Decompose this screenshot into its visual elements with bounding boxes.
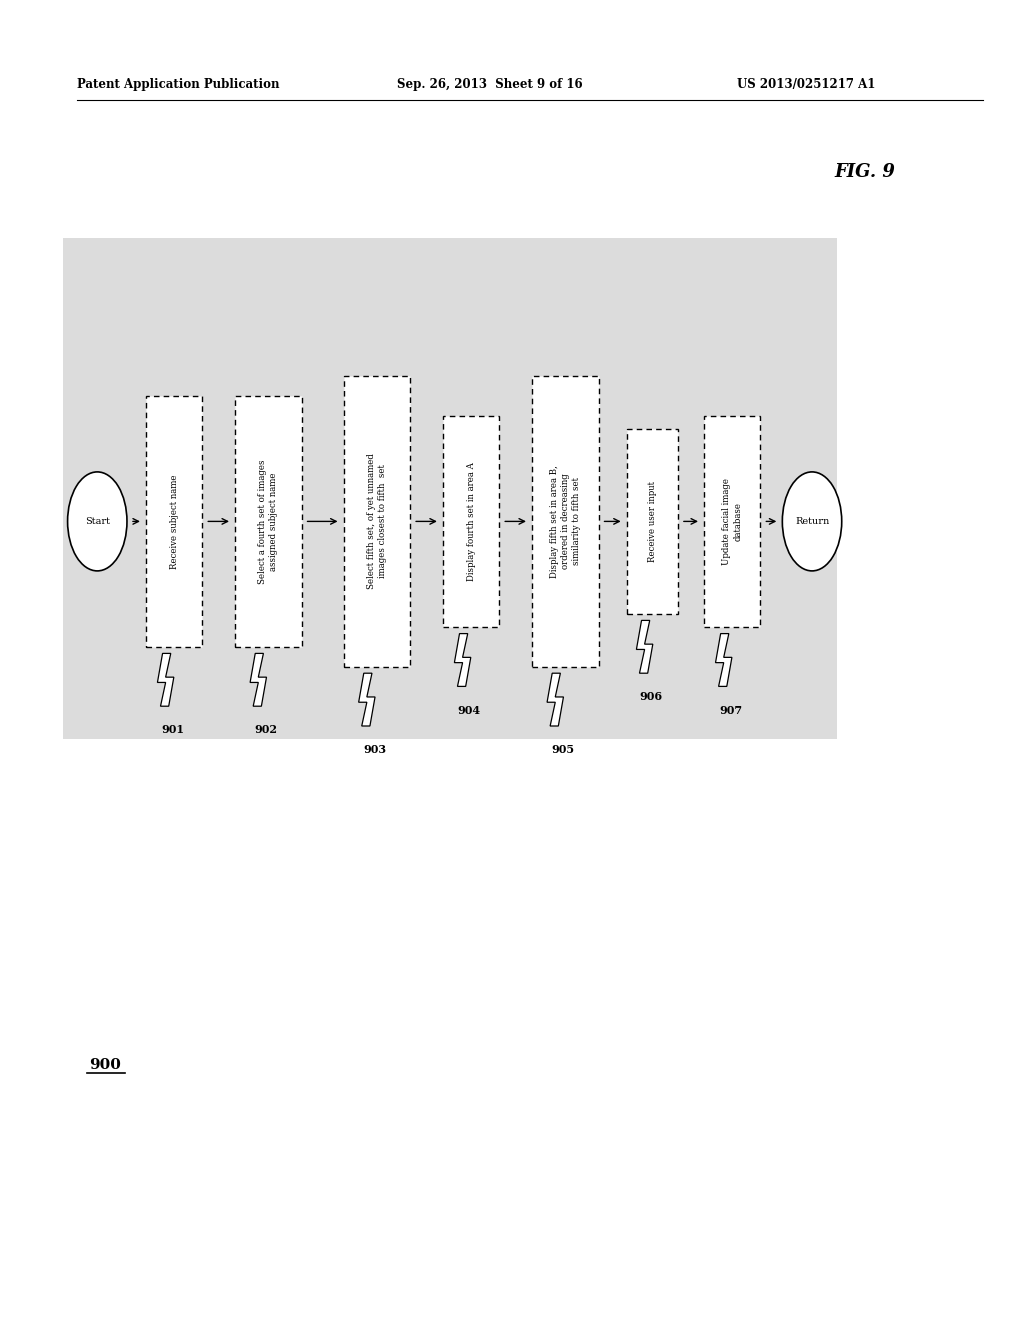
Text: Receive user input: Receive user input [648, 480, 656, 562]
Text: 905: 905 [552, 744, 574, 755]
FancyBboxPatch shape [63, 238, 837, 739]
Polygon shape [547, 673, 563, 726]
FancyBboxPatch shape [627, 429, 678, 614]
FancyBboxPatch shape [442, 416, 500, 627]
Text: US 2013/0251217 A1: US 2013/0251217 A1 [737, 78, 876, 91]
Text: 906: 906 [639, 692, 663, 702]
FancyBboxPatch shape [705, 416, 760, 627]
Text: 901: 901 [161, 725, 184, 735]
Text: Receive subject name: Receive subject name [170, 474, 178, 569]
Text: 903: 903 [364, 744, 386, 755]
Polygon shape [250, 653, 266, 706]
Text: Update facial image
database: Update facial image database [722, 478, 742, 565]
FancyBboxPatch shape [532, 376, 598, 667]
Text: Select fifth set, of yet unnamed
images closest to fifth  set: Select fifth set, of yet unnamed images … [367, 454, 387, 589]
Text: 902: 902 [255, 725, 278, 735]
Polygon shape [637, 620, 653, 673]
Text: Sep. 26, 2013  Sheet 9 of 16: Sep. 26, 2013 Sheet 9 of 16 [397, 78, 583, 91]
Text: 900: 900 [89, 1059, 122, 1072]
FancyBboxPatch shape [146, 396, 203, 647]
Text: Start: Start [85, 517, 110, 525]
Text: Display fourth set in area A: Display fourth set in area A [467, 462, 475, 581]
Text: FIG. 9: FIG. 9 [835, 162, 896, 181]
Text: Select a fourth set of images
assigned subject name: Select a fourth set of images assigned s… [258, 459, 279, 583]
Polygon shape [158, 653, 174, 706]
Ellipse shape [782, 471, 842, 570]
Text: Display fifth set in area B,
ordered in decreasing
similarity to fifth set: Display fifth set in area B, ordered in … [550, 465, 581, 578]
Text: 904: 904 [458, 705, 481, 715]
Polygon shape [358, 673, 375, 726]
Polygon shape [716, 634, 732, 686]
Ellipse shape [68, 471, 127, 570]
Text: Patent Application Publication: Patent Application Publication [77, 78, 280, 91]
Polygon shape [455, 634, 471, 686]
FancyBboxPatch shape [344, 376, 410, 667]
FancyBboxPatch shape [236, 396, 301, 647]
Text: 907: 907 [719, 705, 742, 715]
Text: Return: Return [795, 517, 829, 525]
